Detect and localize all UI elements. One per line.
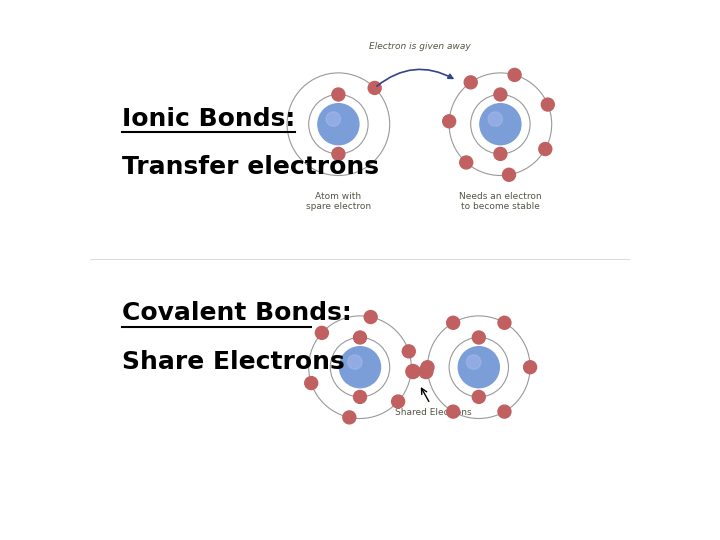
Text: Share Electrons: Share Electrons — [122, 350, 345, 374]
Text: Covalent Bonds:: Covalent Bonds: — [122, 301, 352, 325]
Text: Shared Electrons: Shared Electrons — [395, 408, 471, 417]
Text: Electron is given away: Electron is given away — [369, 42, 470, 51]
Circle shape — [354, 331, 366, 344]
Circle shape — [332, 147, 345, 160]
Circle shape — [523, 361, 536, 374]
Circle shape — [343, 411, 356, 424]
Circle shape — [419, 364, 433, 379]
Text: Ionic Bonds:: Ionic Bonds: — [122, 107, 296, 131]
Circle shape — [446, 405, 459, 418]
FancyArrowPatch shape — [377, 69, 453, 86]
Circle shape — [348, 355, 362, 369]
Circle shape — [464, 76, 477, 89]
Circle shape — [364, 310, 377, 323]
Circle shape — [392, 395, 405, 408]
Circle shape — [446, 316, 459, 329]
Circle shape — [494, 147, 507, 160]
Circle shape — [406, 364, 420, 379]
Circle shape — [402, 345, 415, 358]
Circle shape — [443, 115, 456, 128]
Text: Atom with
spare electron: Atom with spare electron — [306, 192, 371, 211]
Circle shape — [498, 316, 511, 329]
Circle shape — [467, 355, 481, 369]
Circle shape — [318, 104, 359, 145]
Circle shape — [539, 143, 552, 156]
Circle shape — [488, 112, 503, 126]
Circle shape — [326, 112, 341, 126]
Circle shape — [315, 326, 328, 339]
Text: Needs an electron
to become stable: Needs an electron to become stable — [459, 192, 541, 211]
Circle shape — [354, 390, 366, 403]
Circle shape — [503, 168, 516, 181]
Circle shape — [472, 331, 485, 344]
Circle shape — [305, 376, 318, 389]
Circle shape — [480, 104, 521, 145]
Circle shape — [421, 361, 434, 374]
Circle shape — [332, 88, 345, 101]
Circle shape — [494, 88, 507, 101]
Circle shape — [508, 69, 521, 82]
Circle shape — [460, 156, 473, 169]
Text: Transfer electrons: Transfer electrons — [122, 156, 379, 179]
Circle shape — [498, 405, 511, 418]
Circle shape — [368, 82, 381, 94]
Circle shape — [340, 347, 380, 388]
Circle shape — [541, 98, 554, 111]
Circle shape — [459, 347, 500, 388]
Circle shape — [472, 390, 485, 403]
